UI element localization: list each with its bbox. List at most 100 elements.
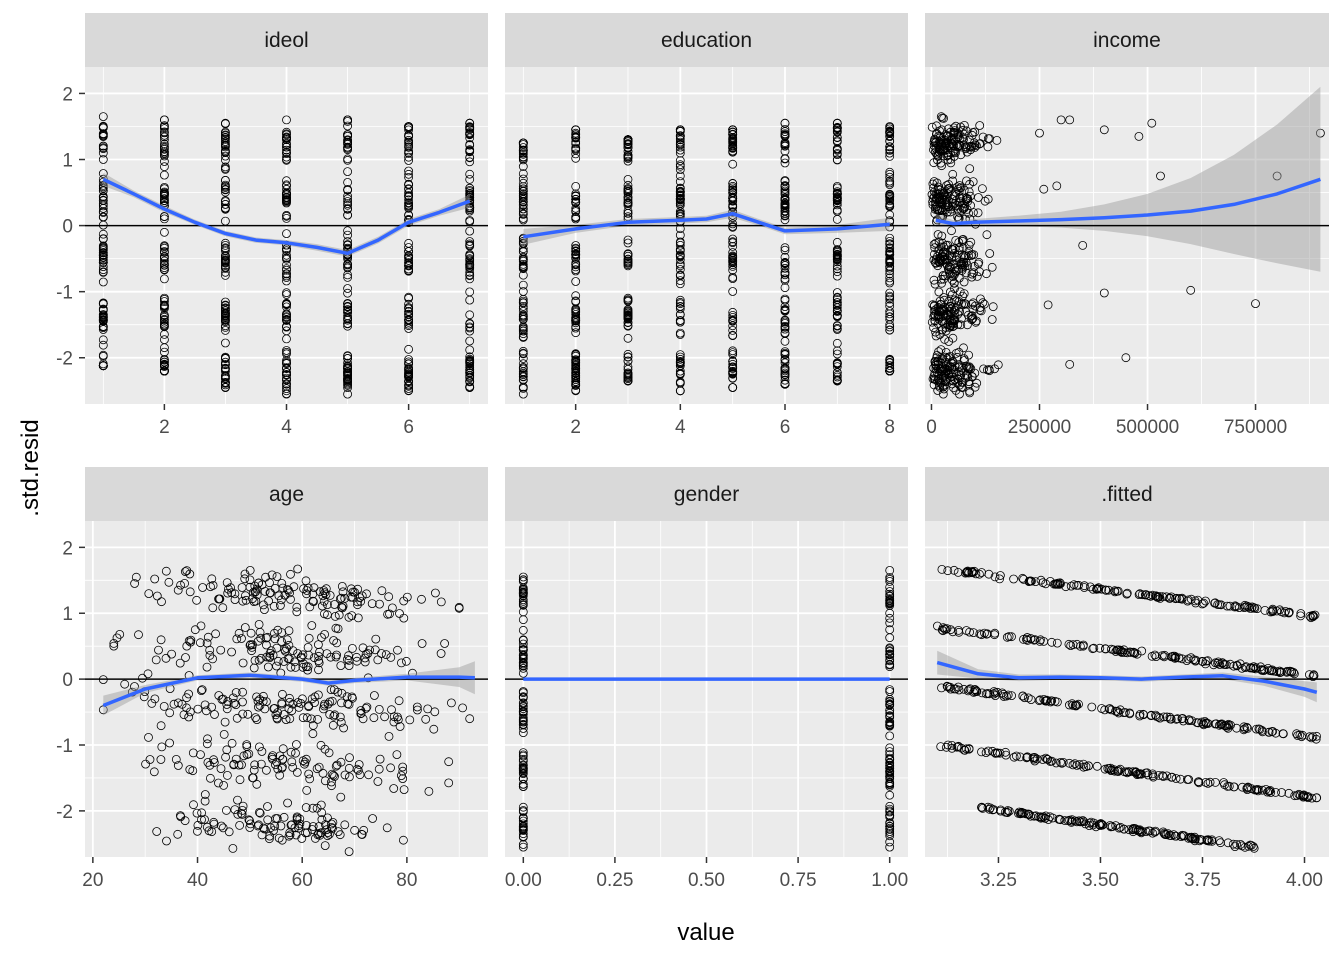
data-point xyxy=(245,575,255,585)
data-point xyxy=(960,199,969,209)
data-point xyxy=(946,375,955,385)
data-point xyxy=(342,655,352,664)
data-point xyxy=(285,714,295,724)
data-point xyxy=(285,697,295,707)
data-point xyxy=(98,322,108,331)
data-point xyxy=(1151,710,1160,720)
data-point xyxy=(1021,809,1030,819)
data-point xyxy=(1282,667,1292,677)
data-point xyxy=(947,358,956,368)
data-point xyxy=(962,744,971,754)
data-point xyxy=(943,566,953,576)
data-point xyxy=(264,596,274,606)
data-point xyxy=(931,254,941,264)
data-point xyxy=(395,722,405,731)
data-point xyxy=(404,315,414,325)
data-point xyxy=(518,829,528,839)
data-point xyxy=(518,233,528,243)
data-point xyxy=(518,162,528,171)
data-point xyxy=(465,196,475,206)
data-point xyxy=(389,784,399,793)
data-point xyxy=(161,566,171,576)
data-point xyxy=(377,649,386,658)
data-point xyxy=(1159,828,1169,838)
data-point xyxy=(927,122,937,132)
data-point xyxy=(266,588,276,598)
data-point xyxy=(947,290,957,300)
data-point xyxy=(885,269,895,279)
data-point xyxy=(518,748,528,757)
data-point xyxy=(229,698,239,708)
data-point xyxy=(944,124,953,134)
data-point xyxy=(241,595,251,605)
data-point xyxy=(1202,835,1212,845)
x-tick-label: 20 xyxy=(82,870,103,891)
data-point xyxy=(220,717,230,727)
data-point xyxy=(518,572,528,582)
data-point xyxy=(317,633,326,642)
data-point xyxy=(193,704,203,714)
data-point xyxy=(951,348,961,358)
data-point xyxy=(319,596,329,606)
data-point xyxy=(982,230,992,240)
data-point xyxy=(396,771,406,780)
data-point xyxy=(946,262,956,272)
data-point xyxy=(1023,636,1032,645)
data-point xyxy=(282,379,291,389)
data-point xyxy=(962,568,972,577)
data-point xyxy=(231,754,241,764)
data-point xyxy=(1130,648,1140,658)
data-point xyxy=(953,568,963,577)
data-point xyxy=(340,820,350,830)
data-point xyxy=(518,658,528,667)
data-point xyxy=(885,273,895,283)
data-point xyxy=(728,159,738,169)
data-point xyxy=(206,582,215,592)
data-point xyxy=(1019,635,1028,644)
data-point xyxy=(990,572,1000,582)
data-point xyxy=(939,274,949,284)
data-point xyxy=(404,247,414,256)
data-point xyxy=(444,778,454,788)
data-point xyxy=(940,334,949,344)
data-point xyxy=(98,250,108,260)
data-point xyxy=(931,327,940,337)
data-point xyxy=(159,182,169,192)
data-point xyxy=(1074,816,1084,826)
data-point xyxy=(316,800,326,810)
data-point xyxy=(1296,611,1305,621)
data-point xyxy=(518,247,528,257)
data-point xyxy=(1035,128,1044,138)
data-point xyxy=(309,583,319,593)
data-point xyxy=(343,138,353,148)
data-point xyxy=(675,270,685,280)
data-point xyxy=(961,142,971,152)
data-point xyxy=(465,259,475,269)
data-point xyxy=(223,588,233,598)
data-point xyxy=(98,148,108,158)
data-point xyxy=(518,145,528,155)
data-point xyxy=(330,710,340,720)
data-point xyxy=(832,198,842,208)
strip-label: gender xyxy=(674,483,739,506)
data-point xyxy=(404,148,414,158)
data-point xyxy=(518,326,528,336)
data-point xyxy=(347,611,357,620)
data-point xyxy=(292,768,302,777)
data-point xyxy=(304,650,314,660)
data-point xyxy=(1133,769,1143,779)
data-point xyxy=(1009,574,1018,584)
data-point xyxy=(571,249,581,259)
data-point xyxy=(282,369,291,379)
panel-background xyxy=(505,67,908,404)
data-point xyxy=(518,209,528,219)
data-point xyxy=(343,302,353,312)
data-point xyxy=(885,801,895,811)
data-point xyxy=(344,651,353,661)
data-point xyxy=(404,132,414,141)
data-point xyxy=(965,684,975,694)
data-point xyxy=(518,312,528,322)
data-point xyxy=(950,310,959,320)
data-point xyxy=(675,354,685,364)
